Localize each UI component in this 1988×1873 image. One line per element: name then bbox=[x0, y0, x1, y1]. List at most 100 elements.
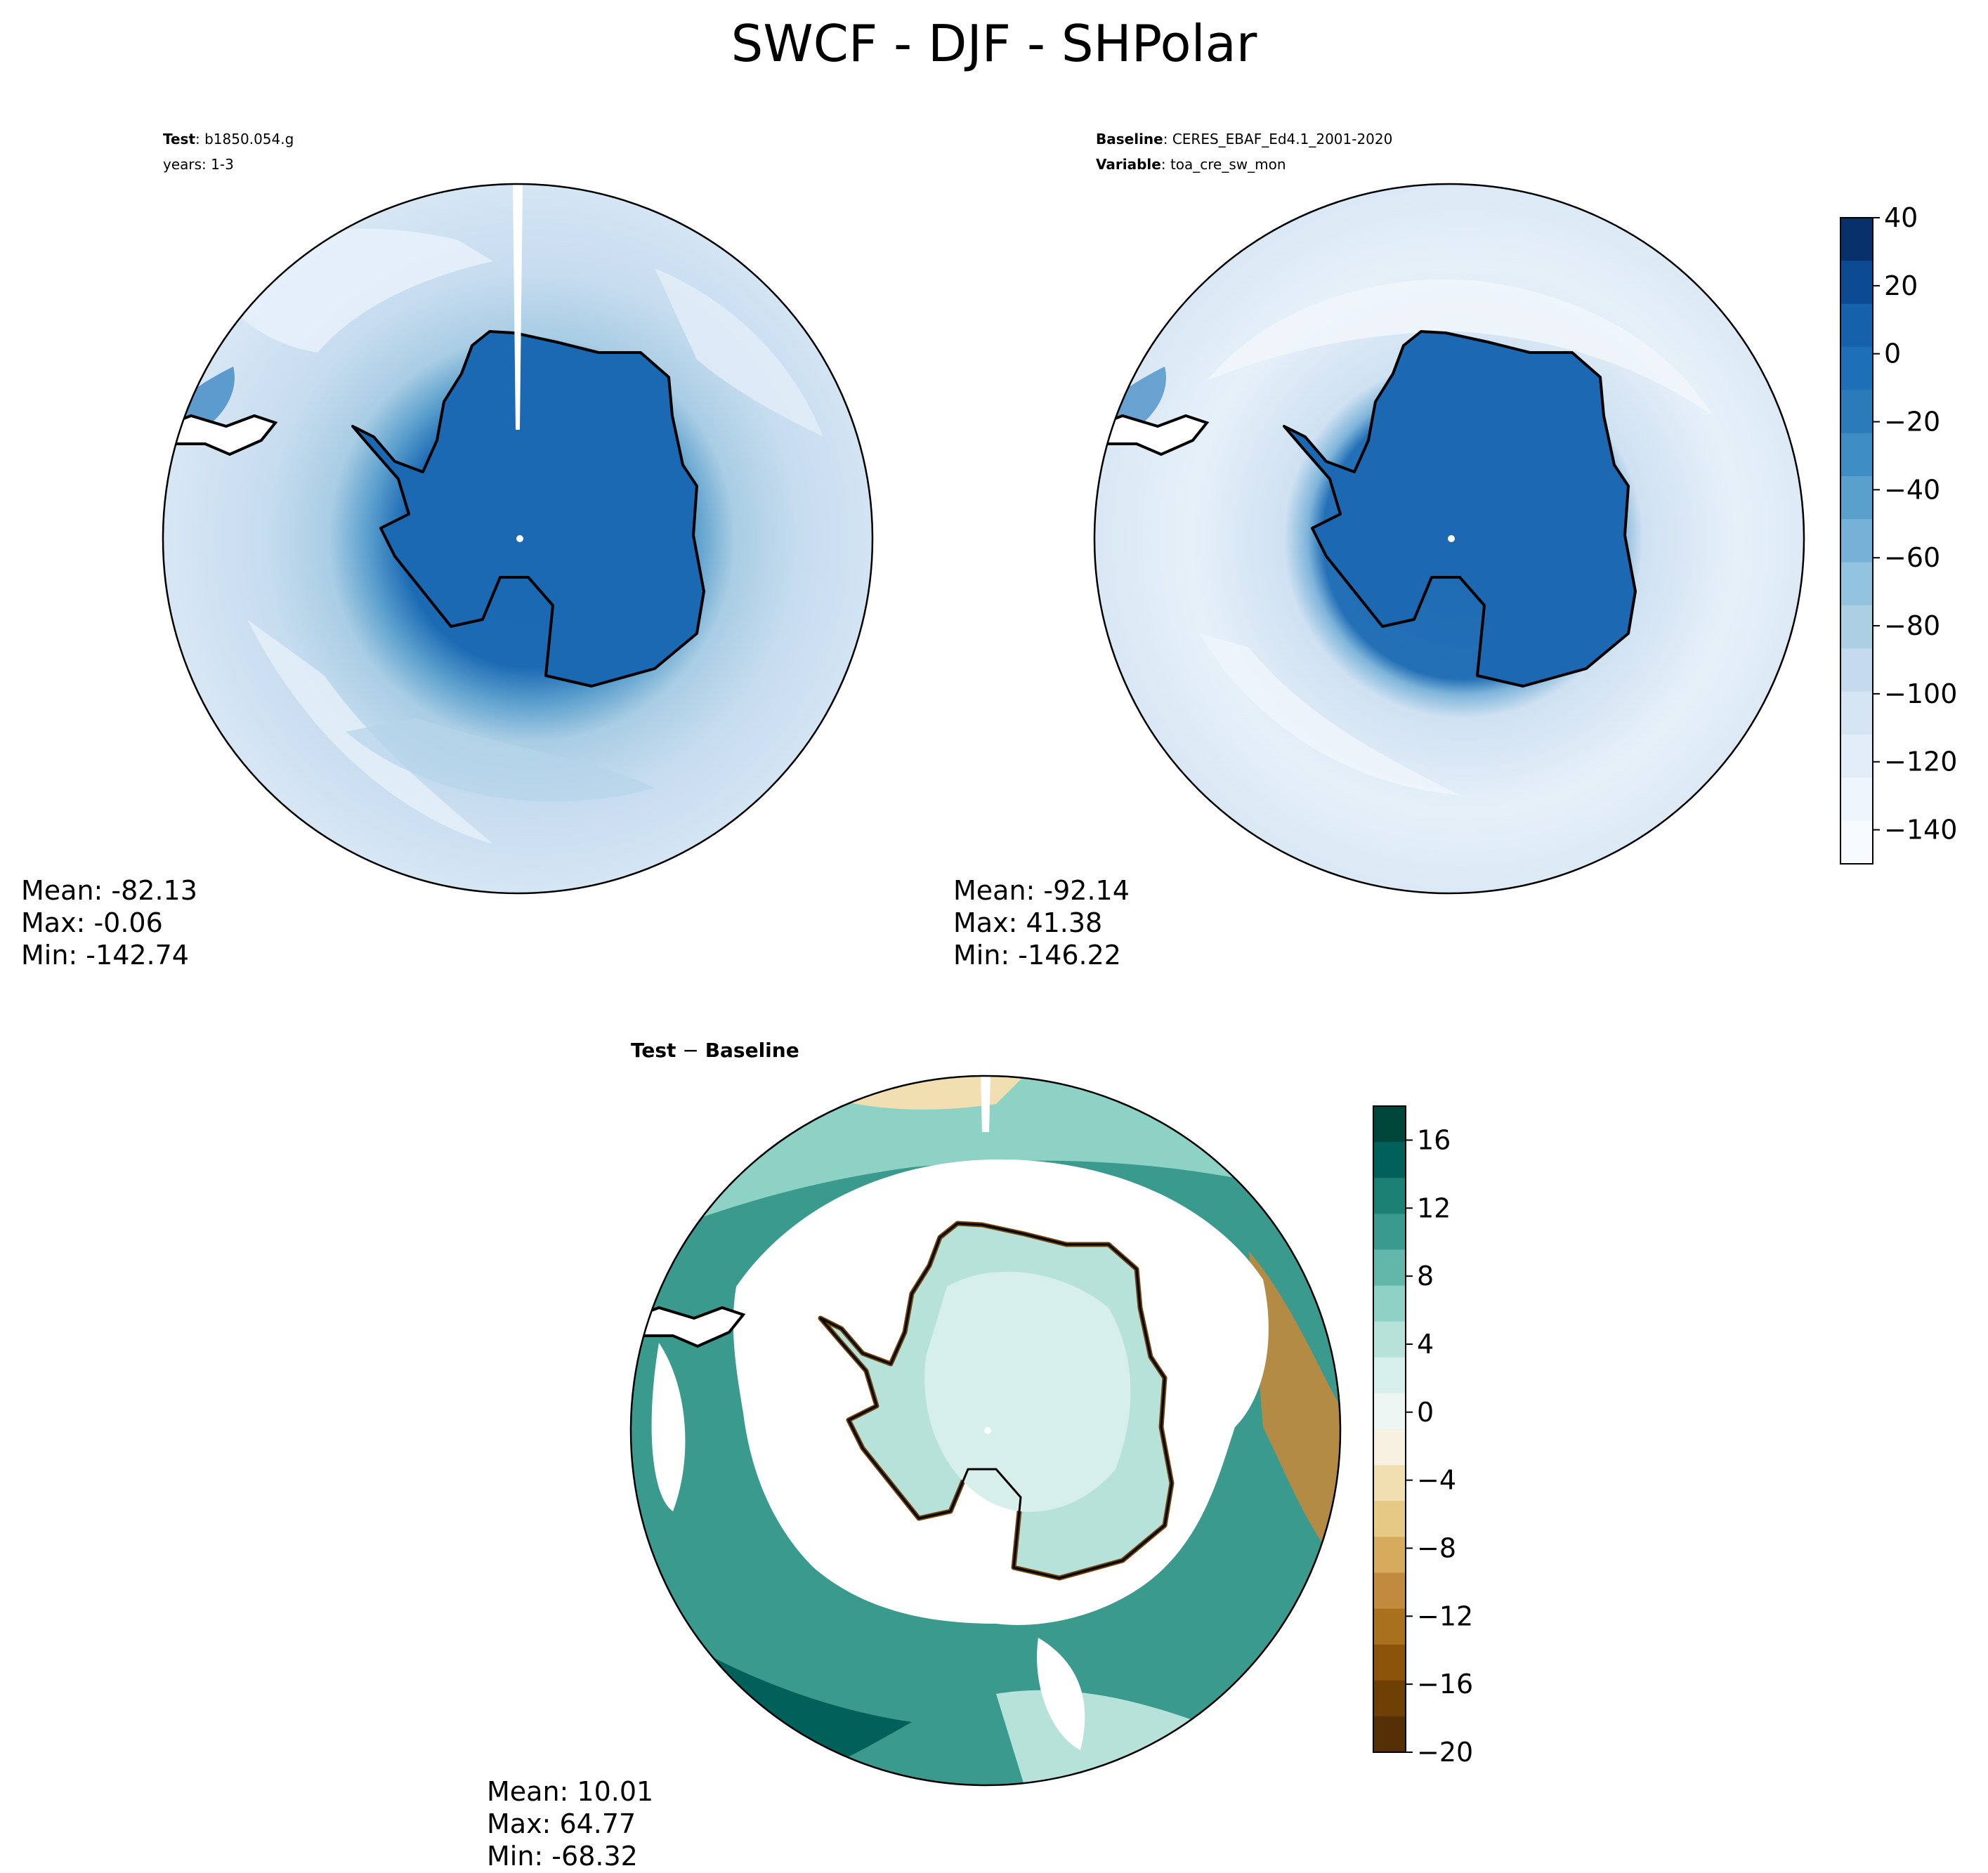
diff-max: Max: 64.77 bbox=[487, 1808, 636, 1839]
baseline-dataset: : CERES_EBAF_Ed4.1_2001-2020 bbox=[1163, 131, 1393, 147]
missing-data-strip bbox=[513, 184, 523, 430]
test-max: Max: -0.06 bbox=[21, 907, 163, 938]
test-map bbox=[162, 183, 874, 895]
colorbar-top-tick-label: 0 bbox=[1884, 339, 1901, 369]
diff-label: Test − Baseline bbox=[631, 1038, 799, 1063]
baseline-mean: Mean: -92.14 bbox=[953, 875, 1130, 906]
colorbar-diff-swatch bbox=[1373, 1142, 1406, 1178]
baseline-stats: Mean: -92.14 Max: 41.38 Min: -146.22 bbox=[953, 874, 1130, 971]
colorbar-top-tick-label: −20 bbox=[1884, 407, 1940, 438]
diff-label-sep: − bbox=[676, 1039, 705, 1062]
antarctica-outline bbox=[819, 1222, 1173, 1579]
colorbar-top-swatch bbox=[1840, 777, 1873, 822]
colorbar-diff-swatch bbox=[1373, 1106, 1406, 1143]
colorbar-top-tick-label: −140 bbox=[1884, 815, 1957, 846]
colorbar-top-swatch bbox=[1840, 735, 1873, 778]
antarctica bbox=[1283, 330, 1637, 688]
colorbar-top-swatch bbox=[1840, 648, 1873, 692]
baseline-ocean-ring bbox=[1200, 633, 1460, 795]
colorbar-diff-swatch bbox=[1373, 1465, 1406, 1501]
colorbar-diff-swatch bbox=[1373, 1178, 1406, 1214]
test-years: years: 1-3 bbox=[163, 156, 234, 173]
colorbar-diff-swatch bbox=[1373, 1501, 1406, 1537]
test-ocean-band bbox=[346, 718, 655, 802]
diff-mean: Mean: 10.01 bbox=[487, 1776, 654, 1807]
colorbar-diff-tick-label: 0 bbox=[1417, 1397, 1434, 1428]
colorbar-top-swatch bbox=[1840, 303, 1873, 348]
pole-marker bbox=[984, 1427, 991, 1434]
test-ocean-patch bbox=[655, 268, 823, 437]
test-label: Test: b1850.054.g years: 1-3 bbox=[163, 126, 294, 177]
colorbar-diff-swatch bbox=[1373, 1249, 1406, 1287]
colorbar-diff: 16 12 8 4 0 −4 −8 −12 −16 −20 bbox=[1373, 1105, 1473, 1768]
colorbar-top-swatch bbox=[1840, 476, 1873, 520]
test-case-name: : b1850.054.g bbox=[195, 131, 294, 147]
colorbar-top-swatch bbox=[1840, 261, 1873, 305]
antarctica bbox=[351, 330, 705, 688]
colorbar-diff-swatch bbox=[1373, 1537, 1406, 1573]
diff-white-patch bbox=[651, 1343, 686, 1511]
test-mean: Mean: -82.13 bbox=[21, 875, 197, 906]
colorbar-diff-tick-label: −4 bbox=[1417, 1465, 1456, 1496]
diff-band bbox=[1249, 1251, 1340, 1568]
colorbar-diff-swatch bbox=[1373, 1716, 1406, 1753]
pole-marker bbox=[1448, 535, 1455, 542]
colorbar-top-swatch bbox=[1840, 433, 1873, 477]
colorbar-top-swatch bbox=[1840, 562, 1873, 606]
colorbar-diff-swatch bbox=[1373, 1214, 1406, 1250]
diff-label-test: Test bbox=[631, 1039, 676, 1062]
colorbar-top-tick-label: −120 bbox=[1884, 747, 1957, 777]
test-stats: Mean: -82.13 Max: -0.06 Min: -142.74 bbox=[21, 874, 197, 971]
colorbar-top-swatch bbox=[1840, 691, 1873, 735]
colorbar-diff-swatch bbox=[1373, 1572, 1406, 1610]
variable-name: : toa_cre_sw_mon bbox=[1160, 156, 1286, 173]
test-min: Min: -142.74 bbox=[21, 940, 189, 971]
colorbar-diff-tick-label: −12 bbox=[1417, 1601, 1473, 1631]
colorbar-top-swatch bbox=[1840, 347, 1873, 390]
colorbar-diff-tick-label: −20 bbox=[1417, 1737, 1473, 1768]
figure-title: SWCF - DJF - SHPolar bbox=[731, 14, 1257, 73]
colorbar-diff-frame bbox=[1373, 1105, 1406, 1753]
colorbar-diff-swatch bbox=[1373, 1608, 1406, 1645]
colorbar-top-swatch bbox=[1840, 519, 1873, 563]
colorbar-top-frame bbox=[1840, 217, 1873, 865]
diff-stats: Mean: 10.01 Max: 64.77 Min: -68.32 bbox=[487, 1775, 653, 1872]
colorbar-top-tick-label: −60 bbox=[1884, 542, 1940, 573]
colorbar-top-swatch bbox=[1840, 605, 1873, 649]
colorbar-top-tick-label: −40 bbox=[1884, 474, 1940, 505]
colorbar-diff-tick-label: −8 bbox=[1417, 1532, 1456, 1563]
colorbar-diff-swatch bbox=[1373, 1644, 1406, 1681]
baseline-max: Max: 41.38 bbox=[953, 907, 1103, 938]
baseline-min: Min: -146.22 bbox=[953, 940, 1121, 971]
colorbar-diff-swatch bbox=[1373, 1680, 1406, 1717]
colorbar-diff-swatch bbox=[1373, 1393, 1406, 1430]
colorbar-top-swatch bbox=[1840, 218, 1873, 261]
test-label-bold: Test bbox=[163, 131, 196, 147]
diff-label-baseline: Baseline bbox=[705, 1039, 799, 1062]
colorbar-top-tick-label: −100 bbox=[1884, 678, 1957, 709]
diff-white-patch bbox=[1037, 1638, 1085, 1750]
baseline-ocean-ring bbox=[1207, 279, 1713, 416]
baseline-label: Baseline: CERES_EBAF_Ed4.1_2001-2020 Var… bbox=[1096, 126, 1392, 177]
colorbar-diff-swatch bbox=[1373, 1285, 1406, 1322]
diff-min: Min: -68.32 bbox=[487, 1841, 638, 1872]
pole-marker bbox=[516, 535, 523, 542]
colorbar-diff-swatch bbox=[1373, 1429, 1406, 1466]
colorbar-diff-swatch bbox=[1373, 1321, 1406, 1358]
colorbar-diff-tick-label: 12 bbox=[1417, 1192, 1451, 1223]
colorbar-top-swatch bbox=[1840, 820, 1873, 865]
colorbar-top-tick-label: 20 bbox=[1884, 270, 1918, 301]
colorbar-diff-swatch bbox=[1373, 1357, 1406, 1394]
colorbar-top-tick-label: −80 bbox=[1884, 610, 1940, 641]
diff-map bbox=[629, 1074, 1342, 1787]
missing-data-strip bbox=[981, 1076, 990, 1132]
antarctica-interior bbox=[924, 1271, 1131, 1512]
colorbar-diff-tick-label: −16 bbox=[1417, 1669, 1473, 1700]
colorbar-top-tick-label: 40 bbox=[1884, 202, 1918, 233]
colorbar-diff-tick-label: 16 bbox=[1417, 1124, 1451, 1155]
variable-label-bold: Variable bbox=[1096, 156, 1161, 173]
colorbar-top-swatch bbox=[1840, 390, 1873, 434]
baseline-label-bold: Baseline bbox=[1096, 131, 1163, 147]
colorbar-diff-tick-label: 4 bbox=[1417, 1329, 1434, 1360]
colorbar-top: 40 20 0 −20 −40 −60 −80 −100 −120 −140 bbox=[1840, 202, 1957, 865]
